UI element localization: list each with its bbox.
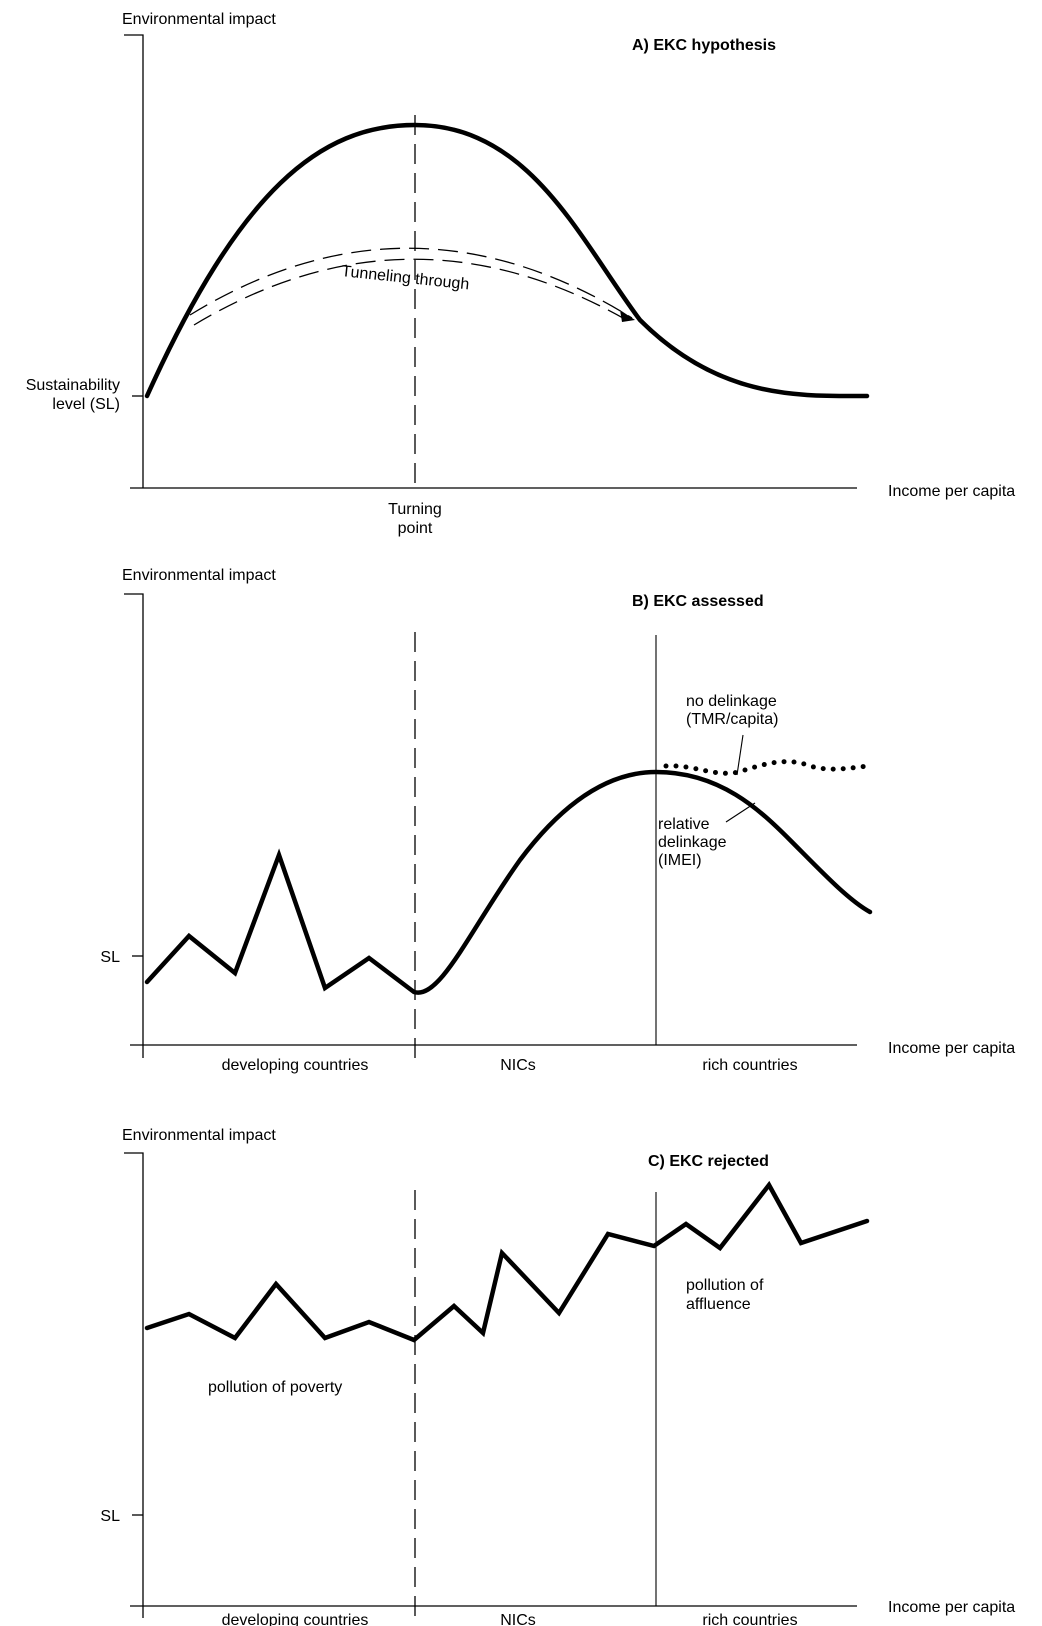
panel-c-y-axis-label: Environmental impact — [122, 1127, 276, 1144]
panel-b: Environmental impact B) EKC assessed SL … — [100, 567, 1015, 1074]
panel-b-no-delinkage-leader — [736, 734, 744, 776]
panel-b-title: B) EKC assessed — [632, 593, 764, 610]
panel-c-impact-curve — [144, 1180, 870, 1343]
panel-a-tunnel-curve-1 — [189, 247, 633, 319]
panel-b-y-axis — [124, 593, 144, 1045]
panel-a-turning-point-label-2: point — [398, 520, 433, 537]
panel-a-title: A) EKC hypothesis — [632, 37, 776, 54]
panel-b-relative-label-3: (IMEI) — [658, 852, 702, 869]
panel-a-tunnel-label: Tunneling through — [341, 263, 470, 293]
panel-c-affluence-label-2: affluence — [686, 1296, 751, 1313]
panel-a-y-axis-label: Environmental impact — [122, 11, 276, 28]
panel-b-relative-label-1: relative — [658, 816, 710, 833]
panel-a-turning-point-label-1: Turning — [388, 501, 442, 518]
panel-a-ekc-curve — [144, 122, 870, 399]
panel-b-relative-label-2: delinkage — [658, 834, 727, 851]
panel-b-region-nics: NICs — [500, 1057, 536, 1074]
panel-b-no-delinkage-curve — [663, 759, 871, 776]
panel-c-title: C) EKC rejected — [648, 1153, 769, 1170]
panel-a-sl-label-1: Sustainability — [26, 377, 120, 394]
panel-a: Environmental impact A) EKC hypothesis I… — [26, 11, 1016, 537]
panel-b-impact-curve — [144, 769, 873, 995]
panel-a-sl-label-2: level (SL) — [52, 396, 120, 413]
panel-a-x-axis-label: Income per capita — [888, 483, 1015, 500]
panel-b-region-developing: developing countries — [222, 1057, 369, 1074]
panel-c-region-nics: NICs — [500, 1612, 536, 1626]
panel-c-x-axis-label: Income per capita — [888, 1599, 1015, 1616]
panel-c-poverty-label: pollution of poverty — [208, 1379, 342, 1396]
panel-c: Environmental impact C) EKC rejected SL … — [100, 1127, 1015, 1626]
panel-b-no-delinkage-label-2: (TMR/capita) — [686, 711, 778, 728]
panel-a-tunnel-curve-2 — [193, 258, 631, 326]
panel-a-tunnel-arrowhead — [620, 310, 635, 322]
panel-c-y-axis — [124, 1152, 144, 1606]
panel-b-region-rich: rich countries — [702, 1057, 797, 1074]
panel-c-affluence-label-1: pollution of — [686, 1277, 764, 1294]
panel-a-y-axis — [124, 34, 144, 488]
panel-b-relative-leader — [725, 802, 756, 823]
panel-b-sl-label: SL — [100, 949, 120, 966]
panel-b-x-axis-label: Income per capita — [888, 1040, 1015, 1057]
panel-c-sl-label: SL — [100, 1508, 120, 1525]
panel-c-region-rich: rich countries — [702, 1612, 797, 1626]
panel-b-y-axis-label: Environmental impact — [122, 567, 276, 584]
panel-c-region-developing: developing countries — [222, 1612, 369, 1626]
panel-b-no-delinkage-label-1: no delinkage — [686, 693, 777, 710]
